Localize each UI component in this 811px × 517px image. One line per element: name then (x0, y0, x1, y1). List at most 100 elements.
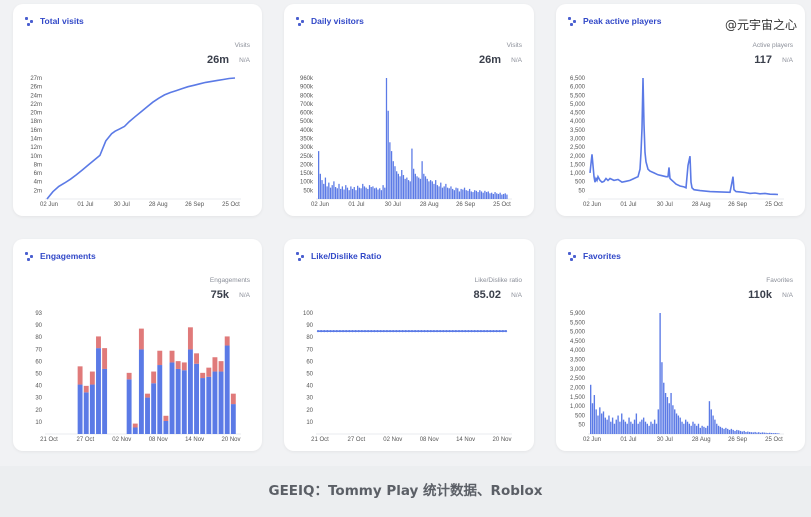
bar (626, 423, 628, 434)
data-point (454, 330, 457, 333)
stat-label: Active players (752, 42, 793, 49)
data-point (385, 330, 389, 333)
bar (379, 188, 381, 199)
data-point (407, 330, 410, 333)
y-tick-label: 250k (300, 154, 314, 160)
bar (739, 430, 742, 434)
bar (712, 415, 714, 434)
y-tick-label: 4m (34, 180, 42, 186)
data-point (442, 330, 445, 333)
bar (754, 431, 756, 434)
bar-segment-primary (169, 362, 175, 434)
x-tick-label: 08 Nov (149, 437, 168, 443)
data-point (414, 330, 417, 333)
x-tick-label: 25 Oct (765, 202, 783, 208)
data-point (338, 330, 342, 333)
bar-segment-secondary (218, 361, 224, 372)
bar (705, 427, 707, 434)
bar (421, 161, 423, 199)
data-point (367, 330, 370, 333)
data-point (420, 330, 423, 333)
stat-na: N/A (239, 57, 250, 64)
bar (457, 188, 459, 199)
y-tick-label: 500k (300, 119, 314, 125)
bar-segment-secondary (89, 371, 95, 385)
data-point (323, 330, 326, 333)
data-point (335, 330, 338, 333)
bar (617, 415, 619, 434)
like-dislike-ratio-chart: 10 20 30 40 50 60 70 80 90 100 21 Oct 27 Oct 02 Nov 0… (303, 311, 512, 443)
y-tick-label: 80 (306, 335, 313, 341)
data-point (445, 330, 448, 333)
y-tick-label: 3,500 (570, 358, 586, 364)
x-tick-label: 30 Jul (114, 202, 130, 208)
y-tick-label: 200k (300, 162, 314, 168)
bar (345, 185, 347, 199)
x-tick-label: 26 Sep (728, 202, 748, 208)
y-tick-label: 50 (35, 372, 42, 378)
bar (404, 178, 406, 199)
bar (363, 186, 366, 199)
chart-icon (296, 251, 305, 261)
bar (370, 187, 372, 199)
bar (401, 170, 403, 199)
stat-na: N/A (782, 292, 793, 299)
bar (448, 188, 450, 199)
bar (727, 428, 729, 434)
total-visits-card: Total visits Visits 26m N/A 2m 4m 6m 8m 10m 12m 14… (13, 4, 262, 216)
bar (385, 78, 388, 199)
data-point (495, 330, 498, 333)
y-tick-label: 100 (303, 311, 314, 317)
bar-segment-secondary (206, 367, 212, 377)
bar (423, 173, 425, 199)
bar (642, 417, 645, 434)
bar-segment-primary (200, 378, 206, 434)
bar (329, 187, 332, 199)
bar (368, 185, 371, 199)
x-tick-label: 14 Nov (185, 437, 204, 443)
bar (463, 187, 466, 199)
y-tick-label: 2,500 (570, 145, 586, 151)
y-tick-label: 500 (575, 180, 586, 186)
bar-segment-secondary (145, 393, 150, 398)
bar (487, 191, 489, 199)
bar (321, 180, 323, 199)
bar (769, 432, 771, 434)
y-tick-label: 6,000 (570, 85, 586, 91)
bar (621, 413, 623, 434)
bar (396, 171, 398, 199)
bar (706, 425, 709, 434)
bar-segment-secondary (157, 350, 163, 366)
bar (387, 110, 389, 199)
card-title: Favorites (583, 251, 621, 261)
data-point (461, 330, 464, 333)
bar (650, 421, 652, 434)
y-tick-label: 5,000 (570, 330, 586, 336)
bar (774, 432, 776, 434)
bar-segment-primary (212, 371, 218, 434)
bar-segment-primary (181, 370, 187, 434)
y-tick-label: 1,500 (570, 395, 586, 401)
bar (591, 403, 594, 434)
bar (341, 186, 344, 199)
data-point (451, 330, 454, 333)
bar (761, 432, 764, 434)
bar (489, 193, 491, 199)
x-tick-label: 02 Nov (112, 437, 131, 443)
bar (728, 429, 731, 434)
y-tick-label: 3,000 (570, 137, 586, 143)
series-line (589, 77, 779, 196)
card-header: Like/Dislike Ratio (296, 251, 381, 261)
bar-segment-primary (157, 365, 163, 434)
bar (499, 192, 501, 199)
bar (697, 423, 700, 434)
y-tick-label: 14m (30, 137, 42, 143)
y-tick-label: 2,000 (570, 385, 586, 391)
x-tick-label: 30 Jul (385, 202, 401, 208)
bar (485, 192, 488, 199)
bar (681, 421, 683, 434)
bar (426, 178, 428, 199)
y-tick-label: 2,000 (570, 154, 586, 160)
bar (692, 421, 694, 434)
y-tick-label: 90 (306, 323, 313, 329)
